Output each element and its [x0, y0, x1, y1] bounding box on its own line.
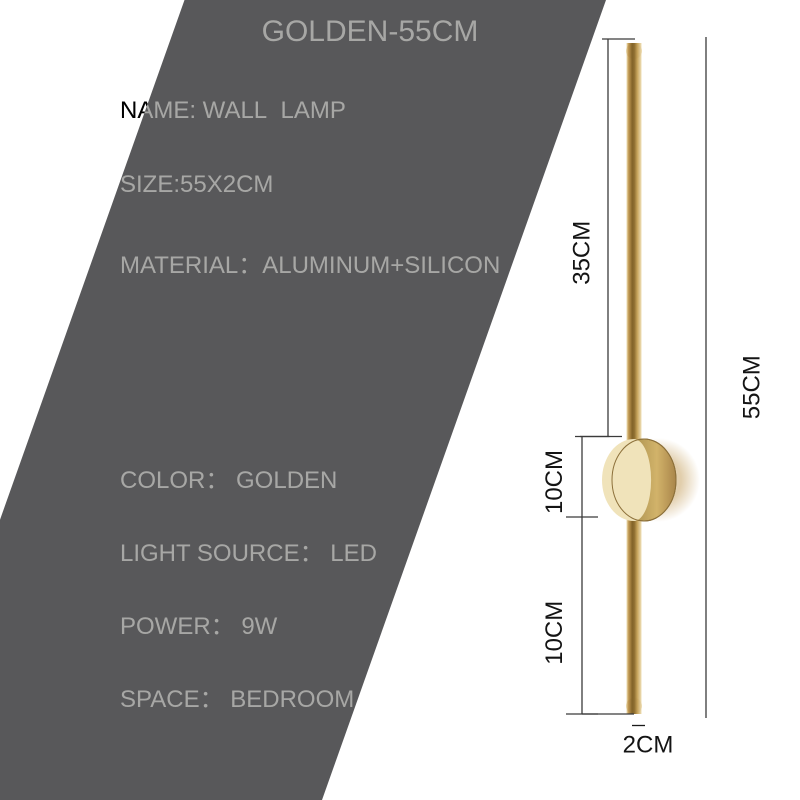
svg-text:GOLDEN-55CM: GOLDEN-55CM — [262, 15, 479, 48]
svg-text:10CM: 10CM — [541, 601, 568, 665]
svg-text:55CM: 55CM — [738, 355, 765, 419]
svg-text:35CM: 35CM — [568, 221, 595, 285]
svg-text:10CM: 10CM — [541, 450, 568, 514]
svg-text:2CM: 2CM — [623, 731, 674, 758]
